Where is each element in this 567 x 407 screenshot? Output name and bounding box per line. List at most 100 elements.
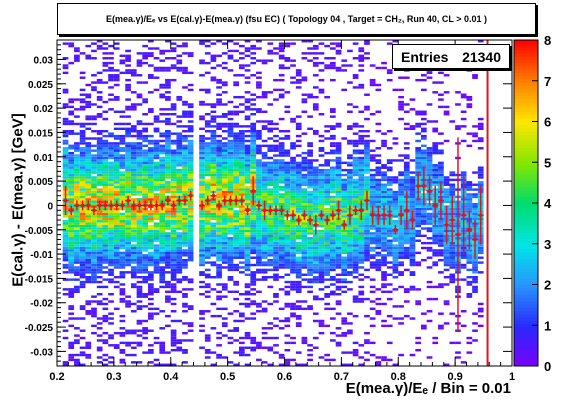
heatmap-cell <box>125 246 131 250</box>
heatmap-cell <box>91 200 97 203</box>
heatmap-cell <box>199 117 205 121</box>
heatmap-cell <box>125 161 131 165</box>
heatmap-cell <box>244 164 251 167</box>
heatmap-cell <box>62 220 69 223</box>
heatmap-cell <box>358 134 365 138</box>
heatmap-cell <box>113 222 120 225</box>
heatmap-cell <box>153 229 160 233</box>
heatmap-cell <box>159 227 166 230</box>
heatmap-cell <box>290 147 296 150</box>
heatmap-cell <box>125 217 131 221</box>
heatmap-cell <box>221 266 228 269</box>
heatmap-cell <box>227 54 234 58</box>
heatmap-cell <box>318 183 325 186</box>
heatmap-cell <box>250 149 257 152</box>
heatmap-cell <box>386 159 393 162</box>
heatmap-cell <box>187 181 194 184</box>
heatmap-cell <box>170 239 177 242</box>
heatmap-cell <box>290 227 296 230</box>
heatmap-cell <box>182 322 188 325</box>
heatmap-cell <box>278 234 285 238</box>
heatmap-cell <box>187 239 194 242</box>
heatmap-cell <box>352 156 359 160</box>
heatmap-cell <box>301 300 308 303</box>
heatmap-cell <box>233 159 239 162</box>
heatmap-cell <box>318 154 325 157</box>
heatmap-cell <box>204 168 211 172</box>
heatmap-cell <box>432 142 439 145</box>
heatmap-cell <box>176 258 183 262</box>
heatmap-cell <box>443 268 450 272</box>
heatmap-cell <box>96 215 103 218</box>
heatmap-cell <box>199 254 205 257</box>
heatmap-cell <box>295 212 302 216</box>
heatmap-cell <box>318 178 325 182</box>
heatmap-cell <box>426 319 433 323</box>
heatmap-cell <box>91 168 97 172</box>
heatmap-cell <box>102 222 109 225</box>
heatmap-cell <box>113 134 120 138</box>
heatmap-cell <box>62 181 69 184</box>
heatmap-cell <box>375 251 382 255</box>
heatmap-cell <box>108 312 114 315</box>
heatmap-cell <box>415 151 421 155</box>
heatmap-cell <box>364 154 370 157</box>
heatmap-cell <box>426 222 433 225</box>
heatmap-cell <box>62 142 69 145</box>
heatmap-cell <box>62 229 69 233</box>
heatmap-cell <box>267 237 274 240</box>
heatmap-cell <box>364 229 370 233</box>
heatmap-cell <box>221 156 228 160</box>
heatmap-cell <box>165 137 171 140</box>
heatmap-cell <box>386 200 393 203</box>
heatmap-cell <box>330 224 336 228</box>
heatmap-cell <box>142 329 148 332</box>
heatmap-cell <box>256 198 262 201</box>
heatmap-cell <box>148 74 154 77</box>
heatmap-cell <box>239 227 245 230</box>
heatmap-cell <box>148 164 154 167</box>
heatmap-cell <box>199 237 205 240</box>
heatmap-cell <box>278 173 285 177</box>
heatmap-cell <box>170 329 177 332</box>
heatmap-cell <box>233 217 239 221</box>
heatmap-cell <box>415 159 421 162</box>
heatmap-cell <box>148 288 154 291</box>
heatmap-cell <box>108 322 114 325</box>
heatmap-cell <box>130 234 137 238</box>
heatmap-cell <box>352 149 359 152</box>
heatmap-cell <box>159 244 166 247</box>
heatmap-cell <box>68 254 75 257</box>
heatmap-cell <box>74 271 80 274</box>
heatmap-cell <box>119 351 126 354</box>
heatmap-cell <box>68 120 75 123</box>
heatmap-cell <box>108 76 114 79</box>
heatmap-cell <box>91 280 97 284</box>
heatmap-cell <box>477 302 484 306</box>
heatmap-cell <box>284 198 291 201</box>
heatmap-cell <box>204 71 211 75</box>
heatmap-cell <box>108 151 114 155</box>
heatmap-cell <box>244 215 251 218</box>
heatmap-cell <box>256 161 262 165</box>
heatmap-cell <box>347 312 353 315</box>
heatmap-cell <box>261 164 268 167</box>
heatmap-cell <box>136 215 143 218</box>
heatmap-cell <box>96 132 103 135</box>
heatmap-cell <box>375 361 382 364</box>
heatmap-cell <box>449 273 456 276</box>
heatmap-cell <box>421 78 427 82</box>
heatmap-cell <box>227 268 234 272</box>
heatmap-cell <box>267 222 274 225</box>
heatmap-cell <box>341 239 348 242</box>
heatmap-cell <box>130 246 137 250</box>
heatmap-cell <box>130 188 137 191</box>
heatmap-cell <box>267 348 274 352</box>
heatmap-cell <box>159 363 166 366</box>
heatmap-cell <box>421 151 427 155</box>
heatmap-cell <box>142 336 148 340</box>
heatmap-cell <box>290 120 296 123</box>
heatmap-cell <box>113 178 120 182</box>
heatmap-cell <box>125 210 131 213</box>
heatmap-cell <box>335 227 342 230</box>
